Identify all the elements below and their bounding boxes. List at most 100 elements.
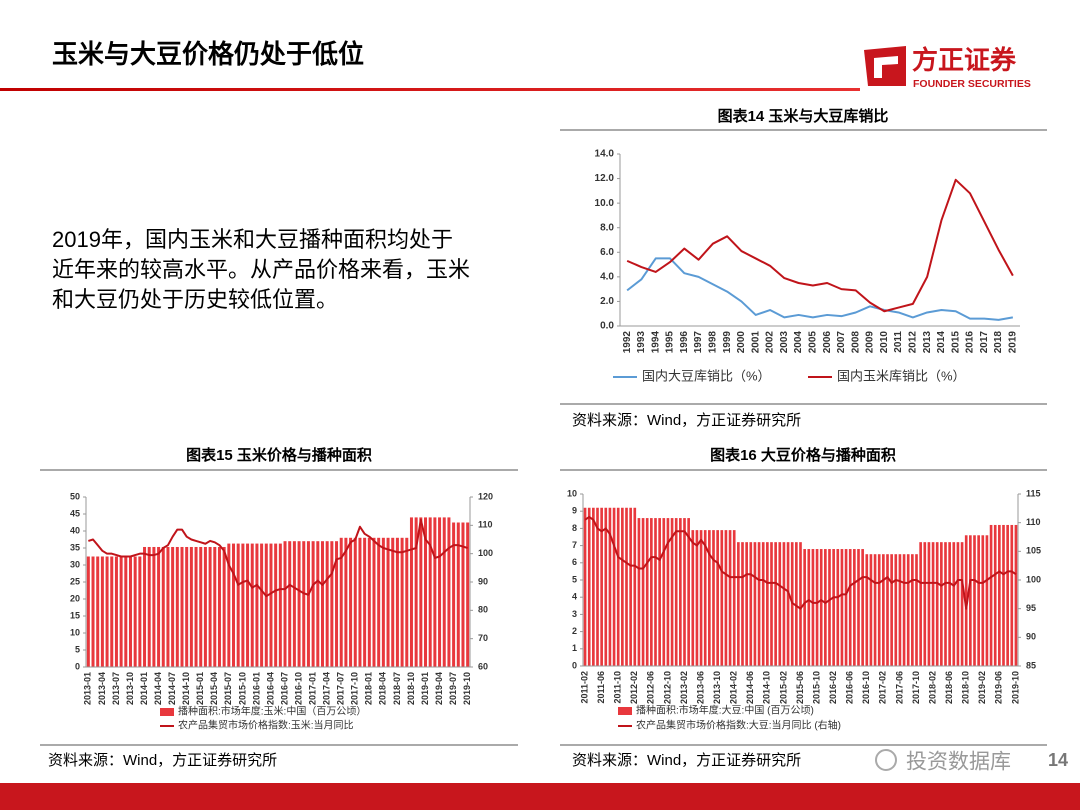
- y-tick-label: 5: [75, 644, 80, 654]
- logo-subtitle: FOUNDER SECURITIES: [913, 78, 1031, 90]
- bar: [612, 507, 616, 666]
- bar: [1002, 524, 1005, 666]
- bar: [424, 517, 428, 667]
- x-tick-label: 2011-02: [579, 671, 589, 704]
- x-tick-label: 1995: [665, 331, 676, 354]
- x-tick-label: 2014-07: [167, 672, 177, 705]
- bar: [890, 554, 893, 666]
- bar: [815, 549, 819, 666]
- bar: [442, 517, 446, 667]
- bar: [621, 507, 624, 666]
- bar: [952, 542, 956, 666]
- x-tick-label: 2014-10: [762, 671, 772, 704]
- x-tick-label: 2005: [807, 331, 818, 354]
- body-text: 2019年，国内玉米和大豆播种面积均处于: [52, 227, 453, 252]
- bar: [91, 556, 95, 667]
- bar: [840, 549, 844, 666]
- bar: [948, 542, 951, 666]
- legend-label: 国内玉米库销比（%）: [837, 368, 966, 383]
- bar: [250, 543, 254, 667]
- bar: [832, 549, 835, 666]
- line: [88, 518, 468, 598]
- bar: [819, 549, 823, 666]
- bar: [944, 542, 947, 666]
- bar: [724, 530, 728, 666]
- page-title: 玉米与大豆价格仍处于低位: [52, 39, 364, 69]
- x-tick-label: 1997: [693, 331, 704, 354]
- x-tick-label: 2000: [736, 331, 747, 354]
- bar: [981, 535, 985, 666]
- x-tick-label: 2007: [836, 331, 847, 354]
- x-tick-label: 2012-06: [646, 671, 656, 704]
- y-tick-label: 12.0: [595, 173, 615, 184]
- y-tick-label: 9: [572, 506, 577, 516]
- bar: [297, 541, 301, 667]
- y-tick-label: 10: [70, 627, 80, 637]
- x-tick-label: 1996: [679, 331, 690, 354]
- bar: [461, 522, 465, 667]
- bar: [583, 507, 587, 666]
- bar: [654, 518, 657, 666]
- bar: [774, 542, 777, 666]
- x-tick-label: 2011-06: [596, 671, 606, 704]
- bar: [452, 522, 456, 667]
- bar: [931, 542, 935, 666]
- bar: [985, 535, 989, 666]
- y-tick-label: 20: [70, 593, 80, 603]
- bar: [363, 537, 367, 667]
- bar: [782, 542, 786, 666]
- bar: [882, 554, 885, 666]
- bar: [716, 530, 719, 666]
- bar: [973, 535, 976, 666]
- y-tick-label: 10.0: [595, 198, 615, 209]
- x-tick-label: 2008: [850, 331, 861, 354]
- logo: 方正证券 FOUNDER SECURITIES: [864, 45, 1031, 90]
- bar: [633, 507, 637, 666]
- y2-tick-label: 115: [1026, 488, 1041, 498]
- y-tick-label: 2: [572, 626, 577, 636]
- bar: [911, 554, 914, 666]
- x-tick-label: 2014-10: [181, 672, 191, 705]
- x-tick-label: 2018: [993, 331, 1004, 354]
- x-tick-label: 2015-01: [195, 672, 205, 705]
- bar: [278, 543, 282, 667]
- x-tick-label: 2015: [950, 331, 961, 354]
- bar: [166, 546, 170, 667]
- bar: [316, 541, 320, 667]
- y2-tick-label: 95: [1026, 603, 1036, 613]
- bar: [886, 554, 889, 666]
- x-tick-label: 2016-10: [293, 672, 303, 705]
- y-tick-label: 6: [572, 557, 577, 567]
- x-tick-label: 2015-04: [209, 672, 219, 705]
- y-tick-label: 2.0: [600, 296, 614, 307]
- bar: [241, 543, 245, 667]
- x-tick-label: 2012-10: [662, 671, 672, 704]
- bar: [650, 518, 653, 666]
- x-tick-label: 2015-10: [811, 671, 821, 704]
- x-tick-label: 2017-01: [307, 672, 317, 705]
- bar: [110, 556, 114, 667]
- chart-title: 图表14 玉米与大豆库销比: [718, 107, 889, 125]
- bar: [213, 546, 217, 667]
- chart: 0 1 2 3 4 5 6 7 8 9 10 85 90 95 100 105 110 115 2011-02 201…: [567, 488, 1041, 731]
- y-tick-label: 45: [70, 508, 80, 518]
- y-tick-label: 5: [572, 574, 577, 584]
- watermark: 投资数据库: [875, 749, 1011, 774]
- x-tick-label: 2017-06: [894, 671, 904, 704]
- bar: [960, 542, 964, 666]
- bar: [877, 554, 881, 666]
- bar: [377, 537, 381, 667]
- bar: [114, 556, 118, 667]
- bar: [600, 507, 603, 666]
- x-tick-label: 2017-07: [336, 672, 346, 705]
- x-tick-label: 2013-10: [125, 672, 135, 705]
- bar: [894, 554, 898, 666]
- bar: [335, 541, 339, 667]
- bar: [616, 507, 620, 666]
- bar: [604, 507, 608, 666]
- bar: [753, 542, 757, 666]
- x-tick-label: 2013-04: [97, 672, 107, 705]
- x-tick-label: 2018-10: [961, 671, 971, 704]
- bar: [923, 542, 927, 666]
